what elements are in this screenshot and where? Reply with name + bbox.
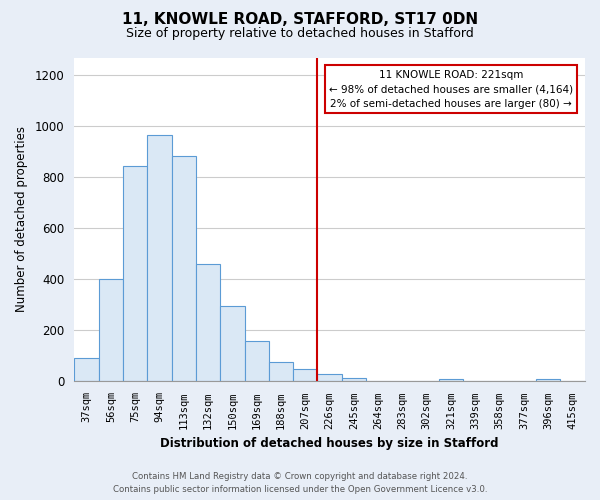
Bar <box>123 166 148 382</box>
Bar <box>342 378 366 382</box>
Bar <box>99 280 123 382</box>
X-axis label: Distribution of detached houses by size in Stafford: Distribution of detached houses by size … <box>160 437 499 450</box>
Text: Contains HM Land Registry data © Crown copyright and database right 2024.
Contai: Contains HM Land Registry data © Crown c… <box>113 472 487 494</box>
Y-axis label: Number of detached properties: Number of detached properties <box>15 126 28 312</box>
Bar <box>536 379 560 382</box>
Text: 11, KNOWLE ROAD, STAFFORD, ST17 0DN: 11, KNOWLE ROAD, STAFFORD, ST17 0DN <box>122 12 478 28</box>
Bar <box>74 358 99 382</box>
Bar <box>196 264 220 382</box>
Bar <box>148 136 172 382</box>
Bar <box>172 156 196 382</box>
Bar <box>293 368 317 382</box>
Bar <box>439 379 463 382</box>
Bar <box>245 340 269 382</box>
Bar <box>269 362 293 382</box>
Bar <box>220 306 245 382</box>
Bar <box>317 374 342 382</box>
Text: Size of property relative to detached houses in Stafford: Size of property relative to detached ho… <box>126 28 474 40</box>
Text: 11 KNOWLE ROAD: 221sqm
← 98% of detached houses are smaller (4,164)
2% of semi-d: 11 KNOWLE ROAD: 221sqm ← 98% of detached… <box>329 70 573 109</box>
